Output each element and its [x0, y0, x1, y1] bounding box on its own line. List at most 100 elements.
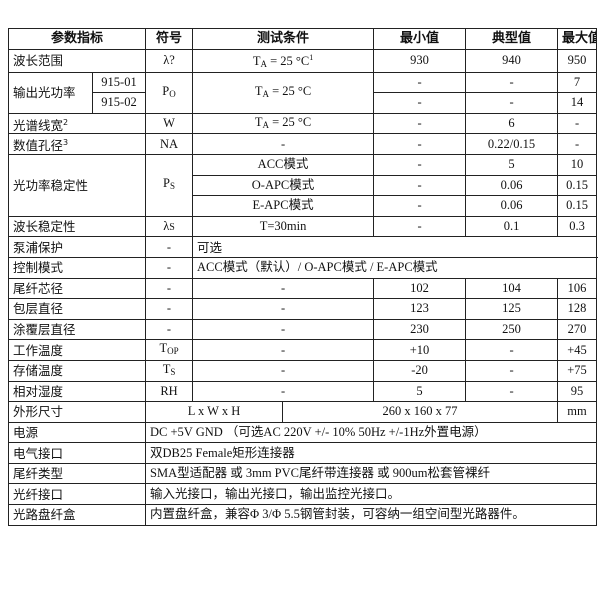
typ-value: -: [465, 339, 559, 361]
typ-value: 5: [465, 153, 559, 176]
condition: -: [192, 277, 375, 300]
condition: O-APC模式: [192, 174, 375, 197]
max-value: 106: [557, 277, 598, 300]
param-value: 双DB25 Female矩形连接器: [145, 442, 598, 464]
param-label: 输出光功率: [8, 71, 93, 114]
min-value: -: [373, 153, 467, 176]
param-label: 电源: [7, 421, 147, 444]
param-value: DC +5V GND （可选AC 220V +/- 10% 50Hz +/-1H…: [145, 421, 598, 444]
typ-value: 125: [465, 298, 559, 320]
max-value: 0.3: [557, 215, 598, 238]
symbol: -: [145, 277, 194, 300]
model: 915-01: [91, 71, 147, 94]
symbol: -: [145, 318, 194, 341]
min-value: +10: [373, 339, 467, 361]
param-label: 控制模式: [7, 256, 147, 279]
max-value: 950: [557, 48, 598, 73]
typ-value: -: [465, 71, 559, 94]
table-row: 尾纤芯径 - - 102 104 106 um: [7, 277, 598, 300]
table-row: 光纤接口 输入光接口，输出光接口，输出监控光接口。: [7, 483, 598, 506]
symbol: -: [145, 236, 194, 258]
min-value: 123: [373, 298, 467, 320]
unit: mm: [557, 401, 598, 423]
min-value: -: [373, 195, 467, 217]
symbol: TOP: [145, 339, 194, 361]
header-condition: 测试条件: [192, 28, 375, 50]
param-label: 外形尺寸: [7, 401, 147, 423]
condition: -: [192, 318, 375, 341]
symbol: RH: [145, 380, 194, 403]
table-row: 泵浦保护 - 可选: [7, 236, 598, 258]
param-label: 光谱线宽2: [7, 112, 147, 135]
param-label: 数值孔径3: [7, 133, 147, 155]
param-value: ACC模式（默认）/ O-APC模式 / E-APC模式: [192, 256, 598, 279]
max-value: 14: [557, 92, 598, 114]
symbol: -: [145, 298, 194, 320]
param-label: 电气接口: [7, 442, 147, 464]
max-value: 270: [557, 318, 598, 341]
header-max: 最大值: [557, 28, 598, 50]
table-row: 波长范围 λ? TA = 25 °C1 930 940 950 nm: [7, 48, 598, 73]
table-row: 波长稳定性 λS T=30min - 0.1 0.3 nm: [7, 215, 598, 238]
symbol: PO: [145, 71, 194, 114]
symbol: -: [145, 256, 194, 279]
param-label: 波长稳定性: [7, 215, 147, 238]
min-value: -: [373, 215, 467, 238]
table-row: 电气接口 双DB25 Female矩形连接器: [7, 442, 598, 464]
param-value: 内置盘纤盒，兼容Φ 3/Φ 5.5钢管封装，可容纳一组空间型光路器件。: [145, 504, 598, 526]
min-value: 230: [373, 318, 467, 341]
typ-value: 250: [465, 318, 559, 341]
typ-value: 6: [465, 112, 559, 135]
min-value: -: [373, 112, 467, 135]
table-row: 数值孔径3 NA - - 0.22/0.15 - -: [7, 133, 598, 155]
table-row: 包层直径 - - 123 125 128 um: [7, 298, 598, 320]
table-row: 工作温度 TOP - +10 - +45 ℃: [7, 339, 598, 361]
header-typ: 典型值: [465, 28, 559, 50]
min-value: -: [373, 133, 467, 155]
max-value: 128: [557, 298, 598, 320]
condition: TA = 25 °C: [192, 112, 375, 135]
min-value: -: [373, 71, 467, 94]
typ-value: -: [465, 359, 559, 382]
param-label: 尾纤类型: [7, 462, 147, 485]
max-value: 0.15: [557, 195, 598, 217]
table-row: 915-02 - - 14 W: [9, 92, 598, 114]
typ-value: 0.06: [465, 195, 559, 217]
typ-value: 104: [465, 277, 559, 300]
min-value: 930: [373, 48, 467, 73]
table-row: 输出光功率 915-01 PO TA = 25 °C - - 7 W: [8, 71, 598, 114]
max-value: +45: [557, 339, 598, 361]
max-value: -: [557, 133, 598, 155]
table-row: 存储温度 TS - -20 - +75 ℃: [7, 359, 598, 382]
condition: -: [192, 339, 375, 361]
table-row: 涂覆层直径 - - 230 250 270 um: [7, 318, 598, 341]
max-value: 95: [557, 380, 598, 403]
max-value: 10: [557, 153, 598, 176]
condition: -: [192, 359, 375, 382]
header-min: 最小值: [373, 28, 467, 50]
param-label: 光路盘纤盒: [7, 504, 147, 526]
symbol: NA: [145, 133, 194, 155]
param-label: 泵浦保护: [7, 236, 147, 258]
symbol: λ?: [145, 48, 194, 73]
table-row: 光路盘纤盒 内置盘纤盒，兼容Φ 3/Φ 5.5钢管封装，可容纳一组空间型光路器件…: [7, 504, 598, 526]
symbol: PS: [145, 153, 194, 217]
typ-value: 940: [465, 48, 559, 73]
typ-value: 0.1: [465, 215, 559, 238]
param-label: 波长范围: [7, 48, 147, 73]
condition: T=30min: [192, 215, 375, 238]
typ-value: 0.22/0.15: [465, 133, 559, 155]
param-label: 尾纤芯径: [7, 277, 147, 300]
param-label: 光功率稳定性: [7, 153, 147, 217]
symbol: λS: [145, 215, 194, 238]
condition: -: [192, 380, 375, 403]
param-label: 存储温度: [7, 359, 147, 382]
param-label: 光纤接口: [7, 483, 147, 506]
typ-value: -: [465, 380, 559, 403]
table-row: 尾纤类型 SMA型适配器 或 3mm PVC尾纤带连接器 或 900um松套管裸…: [7, 462, 598, 485]
table-row: 外形尺寸 L x W x H 260 x 160 x 77 mm: [7, 401, 598, 423]
header-row: 参数指标 符号 测试条件 最小值 典型值 最大值 单位: [7, 28, 598, 50]
symbol: TS: [145, 359, 194, 382]
min-value: -: [373, 174, 467, 197]
param-label: 相对湿度: [7, 380, 147, 403]
